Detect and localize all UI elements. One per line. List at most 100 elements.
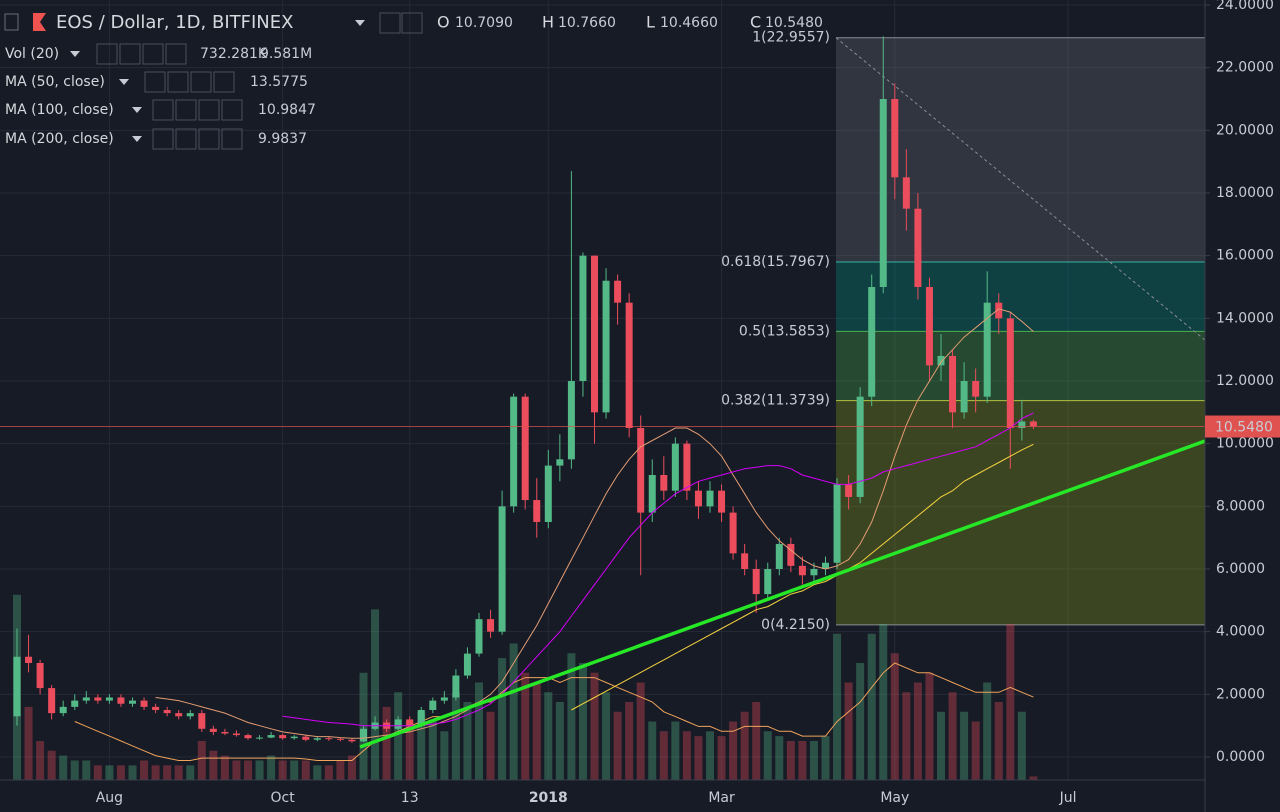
candle-body (325, 738, 333, 740)
fib-band (836, 331, 1205, 401)
volume-bar (371, 609, 380, 780)
candle-body (602, 280, 610, 413)
last-price-label: 10.5480 (1215, 420, 1273, 436)
indicator-icon[interactable] (152, 99, 174, 121)
grid (0, 0, 1205, 780)
y-tick-label: 14.0000 (1216, 310, 1274, 326)
volume-bar (763, 731, 772, 780)
candle-body (221, 731, 229, 734)
candle-body (1029, 421, 1037, 427)
indicator-icon[interactable] (175, 99, 197, 121)
volume-bar (382, 706, 391, 780)
dropdown[interactable] (70, 51, 80, 57)
volume-bar (567, 653, 576, 780)
ohlc-value: 10.7090 (455, 15, 513, 31)
volume-bar (775, 736, 784, 780)
indicator-icon[interactable] (190, 71, 212, 93)
symbol-flag[interactable] (33, 13, 46, 31)
candle-body (671, 443, 679, 491)
indicator-icon[interactable] (198, 99, 220, 121)
series-icons[interactable] (379, 12, 423, 34)
indicator-icon[interactable] (198, 128, 220, 150)
indicator-icon[interactable] (221, 99, 243, 121)
collapse-icon[interactable] (4, 13, 19, 31)
x-tick-label: Mar (708, 790, 735, 806)
volume-bar (659, 731, 668, 780)
candles (13, 36, 1037, 743)
volume-bar (590, 672, 599, 780)
candle-body (995, 302, 1003, 319)
candle-body (798, 565, 806, 576)
x-tick-label: Aug (96, 790, 123, 806)
volume-bar (128, 765, 137, 780)
x-tick-label: Oct (271, 790, 296, 806)
volume-bar (267, 755, 276, 780)
candle-body (556, 459, 564, 466)
ohlc-readout: O 10.7090 H 10.7660 L 10.4660 C 10.5480 (437, 13, 823, 32)
candle-body (614, 280, 622, 303)
volume-bar (278, 760, 287, 780)
dropdown[interactable] (132, 107, 142, 113)
candle-body (71, 700, 79, 707)
candle-body (279, 735, 287, 739)
fib-label: 0.382(11.3739) (721, 393, 830, 409)
indicator-icon[interactable] (213, 71, 235, 93)
ma-label[interactable]: MA (200, close) (5, 131, 114, 147)
y-tick-label: 10.0000 (1216, 436, 1274, 452)
volume-bar (925, 672, 934, 780)
candle-body (729, 512, 737, 554)
ma-label[interactable]: MA (50, close) (5, 74, 105, 90)
candle-body (845, 484, 853, 497)
candle-body (429, 700, 437, 711)
candle-body (13, 656, 21, 717)
volume-value: 9.581M (260, 46, 312, 62)
candle-body (163, 710, 171, 714)
indicator-icon[interactable] (152, 128, 174, 150)
ma-label[interactable]: MA (100, close) (5, 102, 114, 118)
candle-body (637, 428, 645, 513)
indicator-icons[interactable] (96, 43, 187, 65)
ma-value: 9.9837 (258, 131, 307, 147)
volume-bar (937, 711, 945, 780)
volume-bar (798, 741, 807, 780)
volume-bar (59, 755, 68, 780)
volume-bar (394, 692, 403, 780)
volume-bar (428, 721, 437, 780)
volume-bar (856, 663, 865, 780)
y-tick-label: 24.0000 (1216, 0, 1274, 13)
moving-average (282, 412, 1034, 727)
dropdown[interactable] (119, 79, 129, 85)
ohlc-value: 10.5480 (765, 15, 823, 31)
candle-body (741, 553, 749, 570)
indicator-icon[interactable] (175, 128, 197, 150)
indicator-icon[interactable] (221, 128, 243, 150)
candle-body (394, 719, 402, 729)
volume-bar (151, 765, 160, 780)
volume-bar (833, 633, 842, 780)
volume-bar (47, 750, 56, 780)
volume-bar (486, 711, 495, 780)
volume-bar (948, 692, 957, 780)
volume-label[interactable]: Vol (20) (5, 46, 59, 62)
volume-bar (209, 750, 218, 780)
volume-bar (521, 672, 530, 780)
ohlc-value: 10.7660 (558, 15, 616, 31)
dropdown[interactable] (132, 136, 142, 142)
candle-body (48, 688, 56, 714)
candle-body (417, 710, 425, 726)
candle-body (1006, 318, 1014, 429)
symbol-title[interactable]: EOS / Dollar, 1D, BITFINEX (56, 12, 293, 33)
candle-body (521, 396, 529, 501)
volume-bar (163, 765, 172, 780)
ohlc-value: 10.4660 (660, 15, 718, 31)
volume-bar (405, 721, 414, 780)
candle-body (302, 736, 310, 740)
indicator-icon[interactable] (167, 71, 189, 93)
indicator-icon[interactable] (144, 71, 166, 93)
volume-bar (867, 633, 876, 780)
dropdown[interactable] (355, 20, 365, 26)
volume-bar (532, 682, 541, 780)
x-tick-label: 13 (401, 790, 419, 806)
candle-body (209, 728, 217, 732)
